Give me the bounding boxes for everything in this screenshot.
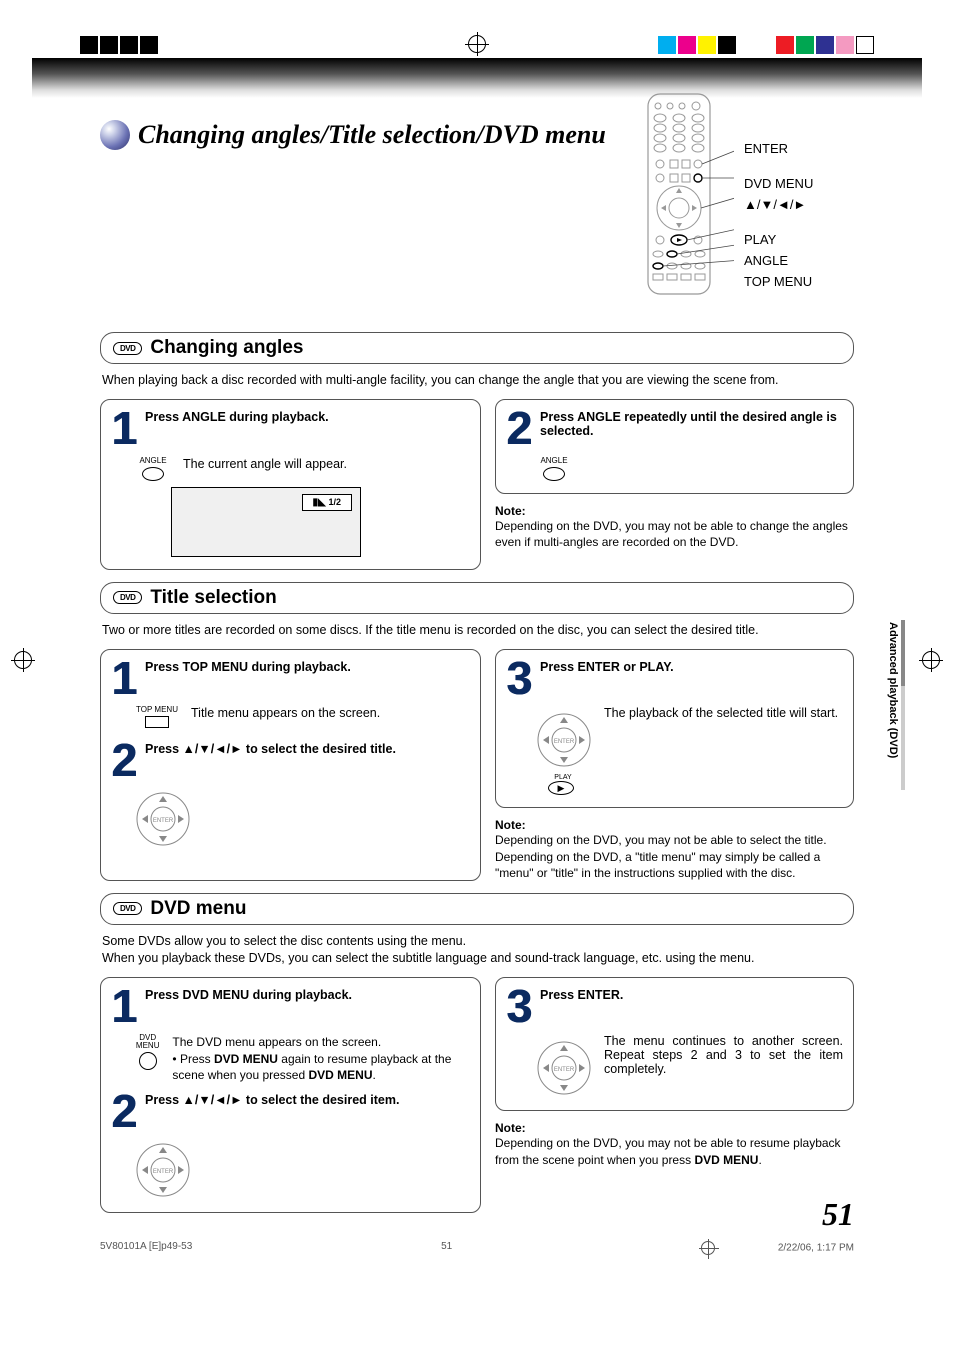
section-intro: When playing back a disc recorded with m… bbox=[102, 372, 852, 389]
step-text-block: The DVD menu appears on the screen. • Pr… bbox=[172, 1034, 470, 1083]
remote-diagram: ENTER DVD MENU ▲/▼/◄/► PLAY ANGLE TOP ME… bbox=[634, 90, 854, 300]
side-tab-label: Advanced playback (DVD) bbox=[887, 622, 899, 758]
angle-button-label: ANGLE bbox=[534, 457, 574, 465]
dvd-pill-icon: DVD bbox=[113, 591, 142, 604]
svg-text:ENTER: ENTER bbox=[153, 818, 174, 824]
step-number-icon: 1 bbox=[111, 410, 137, 447]
section-title: Title selection bbox=[150, 587, 276, 609]
angle-button-icon: ANGLE bbox=[534, 457, 574, 481]
dvd-menu-button-icon: DVD MENU bbox=[133, 1034, 162, 1083]
footer-page: 51 bbox=[441, 1241, 452, 1255]
play-button-icon: PLAY ▶ bbox=[548, 774, 578, 795]
registration-marks-right bbox=[658, 36, 874, 54]
footer-date: 2/22/06, 1:17 PM bbox=[778, 1242, 854, 1253]
page-number: 51 bbox=[822, 1196, 854, 1233]
dvd-menu-right-box: 3 Press ENTER. ENTER The menu c bbox=[495, 977, 854, 1112]
footer: 5V80101A [E]p49-53 51 2/22/06, 1:17 PM bbox=[100, 1241, 854, 1255]
changing-angles-step2-box: 2 Press ANGLE repeatedly until the desir… bbox=[495, 399, 854, 494]
section-head-changing-angles: DVD Changing angles bbox=[100, 332, 854, 364]
remote-icon bbox=[634, 90, 734, 300]
remote-label-dvd-menu: DVD MENU bbox=[744, 177, 813, 190]
step-number-icon: 2 bbox=[111, 742, 137, 779]
changing-angles-step1-box: 1 Press ANGLE during playback. ANGLE The… bbox=[100, 399, 481, 570]
step-bullet: • Press DVD MENU again to resume playbac… bbox=[172, 1051, 470, 1083]
play-label: PLAY bbox=[548, 774, 578, 781]
angle-button-icon: ANGLE bbox=[133, 457, 173, 481]
tv-screen-icon: ▮◣ 1/2 bbox=[171, 487, 361, 557]
section-intro: Some DVDs allow you to select the disc c… bbox=[102, 933, 852, 967]
step-heading: Press ENTER or PLAY. bbox=[540, 660, 843, 674]
step-text: The DVD menu appears on the screen. bbox=[172, 1034, 470, 1050]
note-text: Depending on the DVD, you may not be abl… bbox=[495, 832, 854, 881]
side-tab: Advanced playback (DVD) bbox=[887, 620, 905, 790]
crosshair-icon bbox=[468, 35, 486, 53]
svg-text:ENTER: ENTER bbox=[153, 1169, 174, 1175]
title-selection-right-box: 3 Press ENTER or PLAY. ENTER Th bbox=[495, 649, 854, 809]
angle-button-label: ANGLE bbox=[133, 457, 173, 465]
section-intro: Two or more titles are recorded on some … bbox=[102, 622, 852, 639]
dvd-menu-left-box: 1 Press DVD MENU during playback. DVD ME… bbox=[100, 977, 481, 1213]
step-number-icon: 3 bbox=[506, 988, 532, 1025]
remote-label-top-menu: TOP MENU bbox=[744, 275, 813, 288]
note-label: Note: bbox=[495, 504, 854, 518]
nav-pad-icon: ENTER bbox=[133, 789, 193, 849]
step-heading: Press ENTER. bbox=[540, 988, 843, 1002]
step-heading: Press DVD MENU during playback. bbox=[145, 988, 470, 1002]
nav-pad-icon: ENTER bbox=[534, 710, 594, 770]
footer-filename: 5V80101A [E]p49-53 bbox=[100, 1241, 192, 1255]
dvd-menu-label: DVD MENU bbox=[133, 1034, 162, 1050]
nav-pad-icon: ENTER bbox=[133, 1140, 193, 1200]
glossy-ball-icon bbox=[100, 120, 130, 150]
step-text: Title menu appears on the screen. bbox=[191, 706, 380, 728]
printer-marks-bar bbox=[0, 0, 954, 90]
step-text: The menu continues to another screen. Re… bbox=[604, 1034, 843, 1098]
remote-label-angle: ANGLE bbox=[744, 254, 813, 267]
angle-readout: ▮◣ 1/2 bbox=[302, 494, 353, 511]
note-text: Depending on the DVD, you may not be abl… bbox=[495, 518, 854, 550]
page-title: Changing angles/Title selection/DVD menu bbox=[138, 120, 606, 150]
step-text: The current angle will appear. bbox=[183, 457, 347, 481]
svg-text:ENTER: ENTER bbox=[554, 1067, 575, 1073]
section-head-dvd-menu: DVD DVD menu bbox=[100, 893, 854, 925]
remote-label-enter: ENTER bbox=[744, 142, 813, 155]
step-text: The playback of the selected title will … bbox=[604, 706, 838, 770]
step-heading: Press ▲/▼/◄/► to select the desired item… bbox=[145, 1093, 470, 1107]
crosshair-icon bbox=[701, 1241, 715, 1255]
dvd-pill-icon: DVD bbox=[113, 902, 142, 915]
registration-marks-left bbox=[80, 36, 160, 54]
note-text: Depending on the DVD, you may not be abl… bbox=[495, 1135, 854, 1167]
intro-line: When you playback these DVDs, you can se… bbox=[102, 951, 754, 965]
step-heading: Press ▲/▼/◄/► to select the desired titl… bbox=[145, 742, 470, 756]
note-label: Note: bbox=[495, 1121, 854, 1135]
section-head-title-selection: DVD Title selection bbox=[100, 582, 854, 614]
step-number-icon: 1 bbox=[111, 660, 137, 697]
svg-text:ENTER: ENTER bbox=[554, 739, 575, 745]
remote-label-play: PLAY bbox=[744, 233, 813, 246]
dvd-pill-icon: DVD bbox=[113, 342, 142, 355]
intro-line: Some DVDs allow you to select the disc c… bbox=[102, 934, 466, 948]
note-label: Note: bbox=[495, 818, 854, 832]
step-number-icon: 2 bbox=[111, 1093, 137, 1130]
top-menu-button-icon: TOP MENU bbox=[133, 706, 181, 728]
step-number-icon: 3 bbox=[506, 660, 532, 697]
step-heading: Press TOP MENU during playback. bbox=[145, 660, 470, 674]
top-menu-label: TOP MENU bbox=[133, 706, 181, 714]
section-title: DVD menu bbox=[150, 898, 246, 920]
remote-label-arrows: ▲/▼/◄/► bbox=[744, 198, 813, 211]
step-heading: Press ANGLE repeatedly until the desired… bbox=[540, 410, 843, 438]
step-number-icon: 2 bbox=[506, 410, 532, 447]
step-number-icon: 1 bbox=[111, 988, 137, 1025]
nav-pad-icon: ENTER bbox=[534, 1038, 594, 1098]
step-heading: Press ANGLE during playback. bbox=[145, 410, 470, 424]
section-title: Changing angles bbox=[150, 337, 303, 359]
title-selection-left-box: 1 Press TOP MENU during playback. TOP ME… bbox=[100, 649, 481, 881]
